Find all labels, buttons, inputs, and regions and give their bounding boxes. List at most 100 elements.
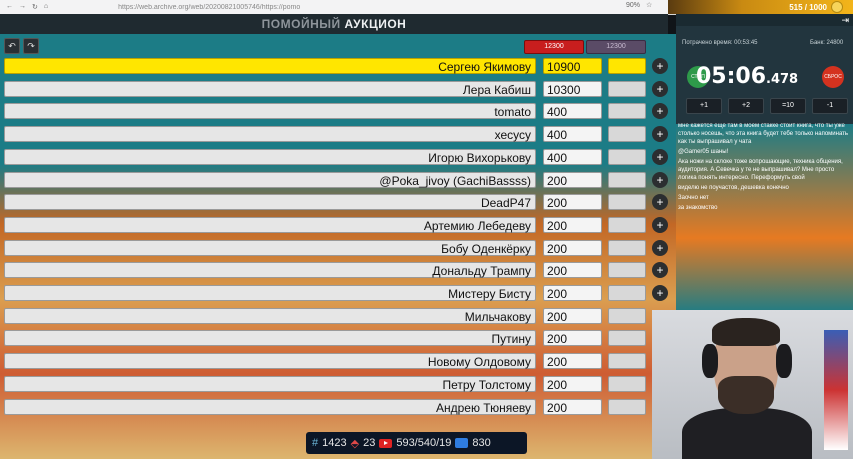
page-title: ПОМОЙНЫЙ АУКЦИОН (0, 14, 668, 34)
lot-amount[interactable]: 200 (543, 262, 602, 279)
lot-name[interactable]: Игорю Вихорькову (4, 148, 536, 165)
red-total-chip[interactable]: 12300 (524, 40, 584, 54)
stop-button[interactable]: СТОП (687, 66, 709, 88)
lot-add-input[interactable] (608, 262, 646, 279)
lot-amount[interactable]: 10300 (543, 80, 602, 97)
viewers-count: 1423 (322, 437, 347, 449)
add-bid-button[interactable]: + (652, 80, 668, 97)
reload-icon[interactable]: ↻ (32, 4, 38, 11)
back-icon[interactable]: ← (6, 3, 13, 10)
lot-name[interactable]: tomato (4, 103, 536, 120)
add-bid-button[interactable]: + (652, 216, 668, 233)
lot-add-input[interactable] (608, 330, 646, 347)
lot-amount[interactable]: 200 (543, 194, 602, 211)
lot-name[interactable]: Андрею Тюняеву (4, 398, 536, 415)
flame-background (676, 124, 853, 314)
auction-toolbar: ↶ ↷ (4, 38, 39, 54)
lot-name[interactable]: Бобу Оденкёрку (4, 239, 536, 256)
lot-add-input[interactable] (608, 216, 646, 233)
lot-row: Артемию Лебедеву 200 + (0, 216, 676, 235)
forward-icon[interactable]: → (19, 3, 26, 10)
chat-bubble-icon (455, 438, 469, 448)
lot-name[interactable]: Петру Толстому (4, 375, 536, 392)
set-ten-button[interactable]: =10 (770, 98, 806, 114)
lot-add-input[interactable] (608, 194, 646, 211)
lot-row: Мильчакову 200 (0, 307, 676, 326)
timer-panel: ⇥ Потрачено время: 00:53:45 Банк: 24800 … (676, 14, 853, 314)
webcam-feed (652, 310, 853, 459)
lot-name[interactable]: DeadP47 (4, 194, 536, 211)
address-bar[interactable]: https://web.archive.org/web/202008210057… (118, 3, 301, 11)
lot-add-input[interactable] (608, 126, 646, 143)
likes-count: 23 (363, 437, 376, 449)
purple-total-chip[interactable]: 12300 (586, 40, 646, 54)
lot-amount[interactable]: 10900 (543, 58, 602, 74)
chat-count: 830 (472, 437, 491, 449)
lot-amount[interactable]: 200 (543, 307, 602, 324)
add-bid-button[interactable]: + (652, 103, 668, 120)
lot-name[interactable]: Мистеру Бисту (4, 285, 536, 301)
chat-message: Ака ножи на склоке тоже вопрошающие, тех… (678, 159, 843, 181)
lot-name[interactable]: Дональду Трампу (4, 262, 536, 279)
lot-name[interactable]: Лера Кабиш (4, 80, 536, 97)
lot-amount[interactable]: 200 (543, 353, 602, 370)
lot-amount[interactable]: 200 (543, 285, 602, 301)
bookmark-star-icon[interactable]: ☆ (646, 2, 653, 9)
add-bid-button[interactable]: + (652, 126, 668, 143)
title-part1: ПОМОЙНЫЙ (261, 17, 341, 31)
lot-row: хесусу 400 + (0, 126, 676, 144)
stream-banner: 515 / 1000 (668, 0, 853, 14)
add-one-button[interactable]: +1 (686, 98, 722, 114)
lot-row: Петру Толстому 200 (0, 375, 676, 394)
flag-decoration (824, 330, 848, 450)
lot-amount[interactable]: 200 (543, 398, 602, 415)
lot-name[interactable]: Мильчакову (4, 307, 536, 324)
lot-name[interactable]: Артемию Лебедеву (4, 216, 536, 233)
lot-name[interactable]: Новому Олдовому (4, 353, 536, 370)
lot-add-input[interactable] (608, 103, 646, 120)
lot-add-input[interactable] (608, 148, 646, 165)
reset-button[interactable]: СБРОС (822, 66, 844, 88)
lot-add-input[interactable] (608, 285, 646, 301)
lot-amount[interactable]: 200 (543, 216, 602, 233)
stream-stats-bar: # 1423 ⬘ 23 593/540/19 830 (306, 432, 527, 454)
lot-row: Игорю Вихорькову 400 + (0, 148, 676, 167)
undo-icon[interactable]: ↶ (4, 38, 20, 54)
lot-add-input[interactable] (608, 307, 646, 324)
lot-add-input[interactable] (608, 353, 646, 370)
home-icon[interactable]: ⌂ (43, 3, 49, 10)
hash-icon: # (312, 437, 319, 449)
lot-name[interactable]: хесусу (4, 126, 536, 143)
timer-main: 05:06 (696, 64, 767, 89)
lot-add-input[interactable] (608, 398, 646, 415)
lot-add-input[interactable] (608, 58, 646, 74)
add-bid-button[interactable]: + (652, 171, 668, 188)
lot-name[interactable]: Путину (4, 330, 536, 347)
lot-add-input[interactable] (608, 171, 646, 188)
lot-amount[interactable]: 200 (543, 239, 602, 256)
add-two-button[interactable]: +2 (728, 98, 764, 114)
lot-name[interactable]: Сергею Якимову (4, 58, 536, 74)
lot-amount[interactable]: 200 (543, 171, 602, 188)
lot-add-input[interactable] (608, 375, 646, 392)
browser-nav: ← → ↻ ⌂ (6, 3, 48, 11)
lot-add-input[interactable] (608, 80, 646, 97)
exit-icon[interactable]: ⇥ (676, 14, 853, 26)
lot-amount[interactable]: 400 (543, 126, 602, 143)
zoom-level[interactable]: 90% (626, 2, 641, 9)
add-bid-button[interactable]: + (652, 58, 668, 74)
lot-name[interactable]: @Poka_jivoy (GachiBassss) (4, 171, 536, 188)
add-bid-button[interactable]: + (652, 285, 668, 301)
lot-amount[interactable]: 200 (543, 330, 602, 347)
minus-one-button[interactable]: -1 (812, 98, 848, 114)
add-bid-button[interactable]: + (652, 239, 668, 256)
lot-amount[interactable]: 200 (543, 375, 602, 392)
add-bid-button[interactable]: + (652, 148, 668, 165)
add-bid-button[interactable]: + (652, 262, 668, 279)
lot-amount[interactable]: 400 (543, 103, 602, 120)
bank-total: Банк: 24800 (810, 40, 844, 46)
add-bid-button[interactable]: + (652, 194, 668, 211)
lot-amount[interactable]: 400 (543, 148, 602, 165)
redo-icon[interactable]: ↷ (23, 38, 39, 54)
lot-add-input[interactable] (608, 239, 646, 256)
